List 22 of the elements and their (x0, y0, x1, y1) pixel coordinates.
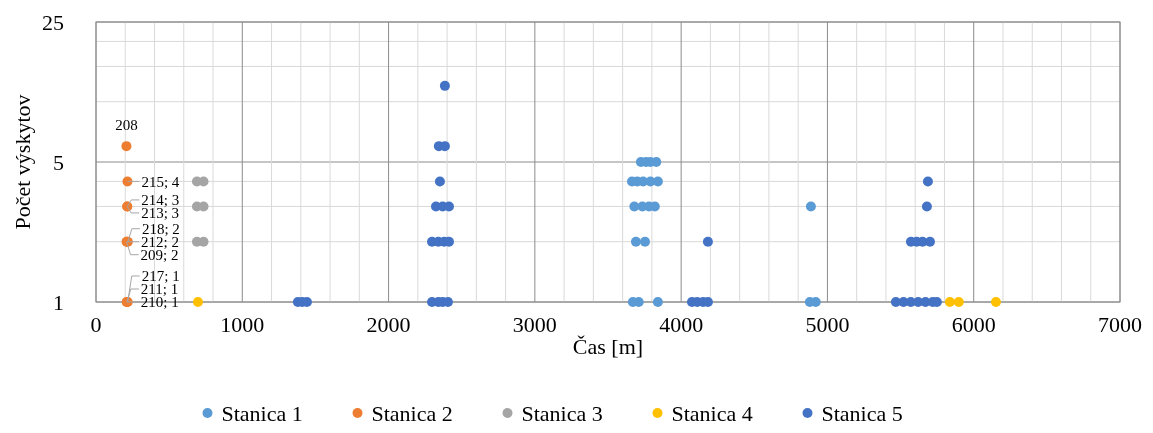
y-tick-label: 25 (42, 9, 64, 35)
x-tick-label: 1000 (220, 312, 265, 337)
y-axis-title: Počet výskytov (10, 94, 35, 230)
legend-label: Stanica 5 (821, 400, 903, 426)
x-tick-label: 3000 (512, 312, 557, 337)
legend-label: Stanica 3 (521, 400, 603, 426)
data-label: 218; 2 (141, 220, 180, 237)
x-tick-label: 6000 (951, 312, 996, 337)
data-label: 215; 4 (141, 173, 180, 190)
x-tick-label: 2000 (366, 312, 411, 337)
x-tick-label: 0 (90, 312, 102, 337)
data-label: 214; 3 (141, 192, 180, 209)
annotation: 208 (115, 117, 138, 134)
x-tick-label: 4000 (659, 312, 704, 337)
legend-label: Stanica 4 (671, 400, 753, 426)
legend-label: Stanica 2 (371, 400, 453, 426)
x-tick-label: 7000 (1098, 312, 1142, 337)
x-axis-title: Čas [m] (572, 334, 644, 359)
y-tick-label: 1 (53, 289, 64, 315)
x-tick-label: 5000 (805, 312, 850, 337)
legend-label: Stanica 1 (221, 400, 303, 426)
y-tick-label: 5 (53, 149, 64, 175)
